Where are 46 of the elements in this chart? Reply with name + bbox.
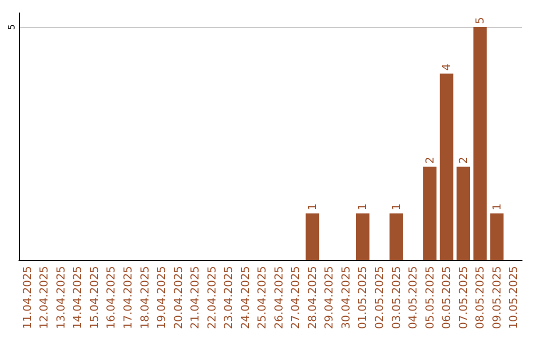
bar bbox=[390, 213, 403, 260]
x-tick-label: 27.04.2025 bbox=[289, 266, 302, 330]
x-tick-label: 01.05.2025 bbox=[356, 266, 370, 330]
x-tick-label: 06.05.2025 bbox=[440, 266, 454, 330]
x-tick-label: 13.04.2025 bbox=[54, 266, 68, 330]
x-tick-label: 12.04.2025 bbox=[38, 266, 51, 330]
x-tick-label: 05.05.2025 bbox=[423, 266, 436, 330]
data-label: 2 bbox=[456, 156, 470, 164]
x-tick-label: 29.04.2025 bbox=[322, 266, 336, 330]
x-tick-label: 15.04.2025 bbox=[88, 266, 101, 330]
bar bbox=[456, 166, 470, 260]
bar bbox=[423, 166, 436, 260]
x-tick-label: 16.04.2025 bbox=[104, 266, 118, 330]
x-tick-label: 22.04.2025 bbox=[205, 266, 218, 330]
x-tick-label: 26.04.2025 bbox=[272, 266, 286, 330]
data-label: 1 bbox=[356, 203, 370, 210]
data-label: 1 bbox=[306, 203, 319, 210]
x-tick-label: 11.04.2025 bbox=[20, 266, 34, 330]
x-tick-label: 02.05.2025 bbox=[372, 266, 386, 330]
bar bbox=[306, 213, 320, 260]
x-tick-label: 28.04.2025 bbox=[306, 266, 319, 330]
data-label: 1 bbox=[490, 203, 504, 210]
x-tick-label: 23.04.2025 bbox=[222, 266, 236, 330]
x-tick-label: 14.04.2025 bbox=[71, 266, 84, 330]
data-label: 1 bbox=[390, 203, 403, 210]
x-tick-label: 10.05.2025 bbox=[507, 266, 520, 330]
x-tick-label: 04.05.2025 bbox=[406, 266, 420, 330]
x-tick-label: 18.04.2025 bbox=[138, 266, 152, 330]
x-tick-label: 07.05.2025 bbox=[456, 266, 470, 330]
data-label: 2 bbox=[423, 156, 436, 164]
data-label: 5 bbox=[474, 16, 487, 24]
bar bbox=[440, 74, 454, 260]
bar bbox=[473, 26, 487, 260]
x-tick-label: 08.05.2025 bbox=[474, 266, 487, 330]
bar bbox=[490, 213, 504, 260]
bar bbox=[356, 213, 370, 260]
data-label: 4 bbox=[440, 64, 454, 71]
x-tick-label: 19.04.2025 bbox=[155, 266, 168, 330]
x-tick-label: 17.04.2025 bbox=[121, 266, 134, 330]
x-tick-label: 21.04.2025 bbox=[188, 266, 202, 330]
x-tick-label: 09.05.2025 bbox=[490, 266, 504, 330]
x-tick-label: 30.04.2025 bbox=[339, 266, 352, 330]
x-tick-label: 25.04.2025 bbox=[256, 266, 269, 330]
x-tick-label: 03.05.2025 bbox=[390, 266, 403, 330]
x-tick-label: 24.04.2025 bbox=[238, 266, 252, 330]
x-tick-label: 20.04.2025 bbox=[172, 266, 185, 330]
